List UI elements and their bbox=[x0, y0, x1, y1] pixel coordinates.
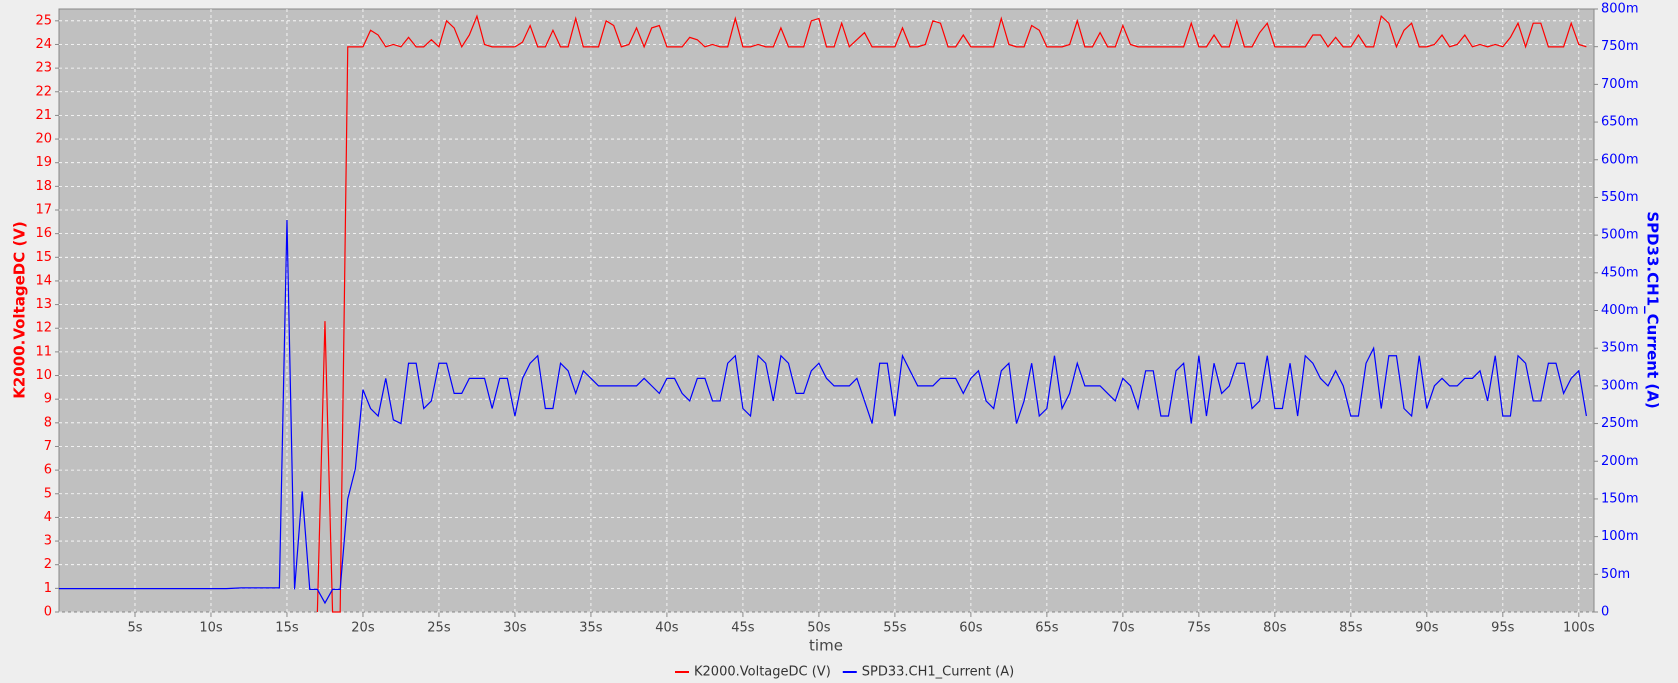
y-tick-label: 21 bbox=[35, 108, 52, 123]
y-tick-label: 10 bbox=[35, 368, 52, 383]
y-tick-label: 23 bbox=[35, 61, 52, 76]
x-tick-label: 75s bbox=[1187, 621, 1211, 636]
y-tick-label: 5 bbox=[44, 486, 52, 501]
x-axis-label: time bbox=[809, 637, 843, 655]
y2-tick-label: 350m bbox=[1601, 341, 1638, 356]
data-line bbox=[316, 14, 1587, 613]
y-tick-label: 22 bbox=[35, 84, 52, 99]
x-tick-label: 40s bbox=[655, 621, 679, 636]
y-tick-label: 15 bbox=[35, 250, 52, 265]
y-axis-label: K2000.VoltageDC (V) bbox=[11, 221, 29, 399]
y2-tick-label: 100m bbox=[1601, 529, 1638, 544]
y2-tick-label: 700m bbox=[1601, 77, 1638, 92]
x-tick-label: 35s bbox=[579, 621, 603, 636]
x-tick-label: 20s bbox=[351, 621, 375, 636]
x-tick-label: 5s bbox=[127, 621, 142, 636]
y-tick-label: 0 bbox=[44, 605, 52, 620]
y2-tick-label: 750m bbox=[1601, 39, 1638, 54]
x-tick-label: 60s bbox=[959, 621, 983, 636]
x-tick-label: 30s bbox=[503, 621, 527, 636]
y2-tick-label: 0 bbox=[1601, 605, 1609, 620]
y2-tick-label: 300m bbox=[1601, 378, 1638, 393]
y-tick-label: 19 bbox=[35, 155, 52, 170]
x-tick-label: 90s bbox=[1415, 621, 1439, 636]
y-tick-label: 6 bbox=[44, 463, 52, 478]
x-tick-label: 100s bbox=[1563, 621, 1595, 636]
x-tick-label: 10s bbox=[199, 621, 223, 636]
x-tick-label: 15s bbox=[275, 621, 299, 636]
y-tick-label: 24 bbox=[35, 37, 52, 52]
y2-tick-label: 450m bbox=[1601, 265, 1638, 280]
y-tick-label: 12 bbox=[35, 321, 52, 336]
y-tick-label: 3 bbox=[44, 534, 52, 549]
y-tick-label: 14 bbox=[35, 273, 52, 288]
y-tick-label: 17 bbox=[35, 203, 52, 218]
legend-label: SPD33.CH1_Current (A) bbox=[862, 665, 1014, 680]
y2-axis-label: SPD33.CH1_Current (A) bbox=[1644, 211, 1662, 408]
y-tick-label: 9 bbox=[44, 392, 52, 407]
y-tick-label: 18 bbox=[35, 179, 52, 194]
y-tick-label: 1 bbox=[44, 581, 52, 596]
legend-label: K2000.VoltageDC (V) bbox=[694, 665, 831, 680]
x-tick-label: 25s bbox=[427, 621, 451, 636]
y2-tick-label: 200m bbox=[1601, 454, 1638, 469]
y2-tick-label: 250m bbox=[1601, 416, 1638, 431]
y-tick-label: 2 bbox=[44, 557, 52, 572]
y2-tick-label: 600m bbox=[1601, 152, 1638, 167]
y2-tick-label: 550m bbox=[1601, 190, 1638, 205]
data-line bbox=[59, 220, 1587, 605]
y-tick-label: 20 bbox=[35, 132, 52, 147]
y-tick-label: 11 bbox=[35, 344, 52, 359]
plot-area bbox=[58, 8, 1595, 613]
y2-tick-label: 50m bbox=[1601, 567, 1630, 582]
y2-tick-label: 400m bbox=[1601, 303, 1638, 318]
y2-tick-label: 650m bbox=[1601, 115, 1638, 130]
x-tick-label: 70s bbox=[1111, 621, 1135, 636]
y-tick-label: 7 bbox=[44, 439, 52, 454]
x-tick-label: 80s bbox=[1263, 621, 1287, 636]
y2-tick-label: 800m bbox=[1601, 2, 1638, 17]
x-tick-label: 55s bbox=[883, 621, 907, 636]
y-tick-label: 4 bbox=[44, 510, 52, 525]
x-tick-label: 85s bbox=[1339, 621, 1363, 636]
y2-tick-label: 500m bbox=[1601, 228, 1638, 243]
x-tick-label: 95s bbox=[1491, 621, 1515, 636]
y-tick-label: 16 bbox=[35, 226, 52, 241]
y-tick-label: 13 bbox=[35, 297, 52, 312]
x-tick-label: 50s bbox=[807, 621, 831, 636]
y-tick-label: 8 bbox=[44, 415, 52, 430]
x-tick-label: 45s bbox=[731, 621, 755, 636]
y2-tick-label: 150m bbox=[1601, 491, 1638, 506]
y-tick-label: 25 bbox=[35, 13, 52, 28]
x-tick-label: 65s bbox=[1035, 621, 1059, 636]
